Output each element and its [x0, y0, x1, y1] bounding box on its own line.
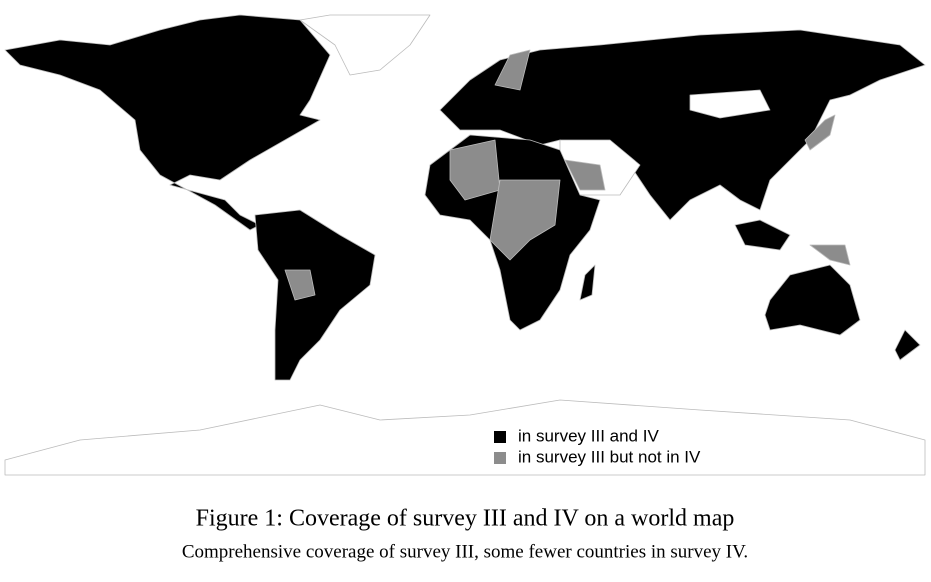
legend-label: in survey III and IV: [518, 426, 659, 445]
north-america: [4, 14, 331, 231]
australia: [764, 264, 861, 336]
madagascar: [579, 264, 596, 301]
arabia: [564, 159, 606, 191]
caption-title: Figure 1: Coverage of survey III and IV …: [196, 506, 735, 532]
new-zealand: [894, 329, 921, 361]
indonesia: [734, 219, 791, 251]
scandinavia: [494, 49, 531, 91]
sahara: [449, 139, 501, 201]
legend-swatch: [494, 431, 506, 443]
world-map: [4, 14, 926, 476]
mongolia: [689, 89, 771, 119]
greenland: [299, 14, 431, 76]
legend-label: in survey III but not in IV: [518, 447, 701, 466]
central-africa: [489, 179, 561, 261]
legend: in survey III and IV in survey III but no…: [494, 426, 701, 466]
antarctica: [4, 399, 926, 476]
legend-swatch: [494, 452, 506, 464]
japan: [804, 114, 836, 151]
caption-subtitle: Comprehensive coverage of survey III, so…: [182, 541, 748, 562]
bolivia: [284, 269, 316, 301]
papua-new-guinea: [809, 244, 851, 266]
